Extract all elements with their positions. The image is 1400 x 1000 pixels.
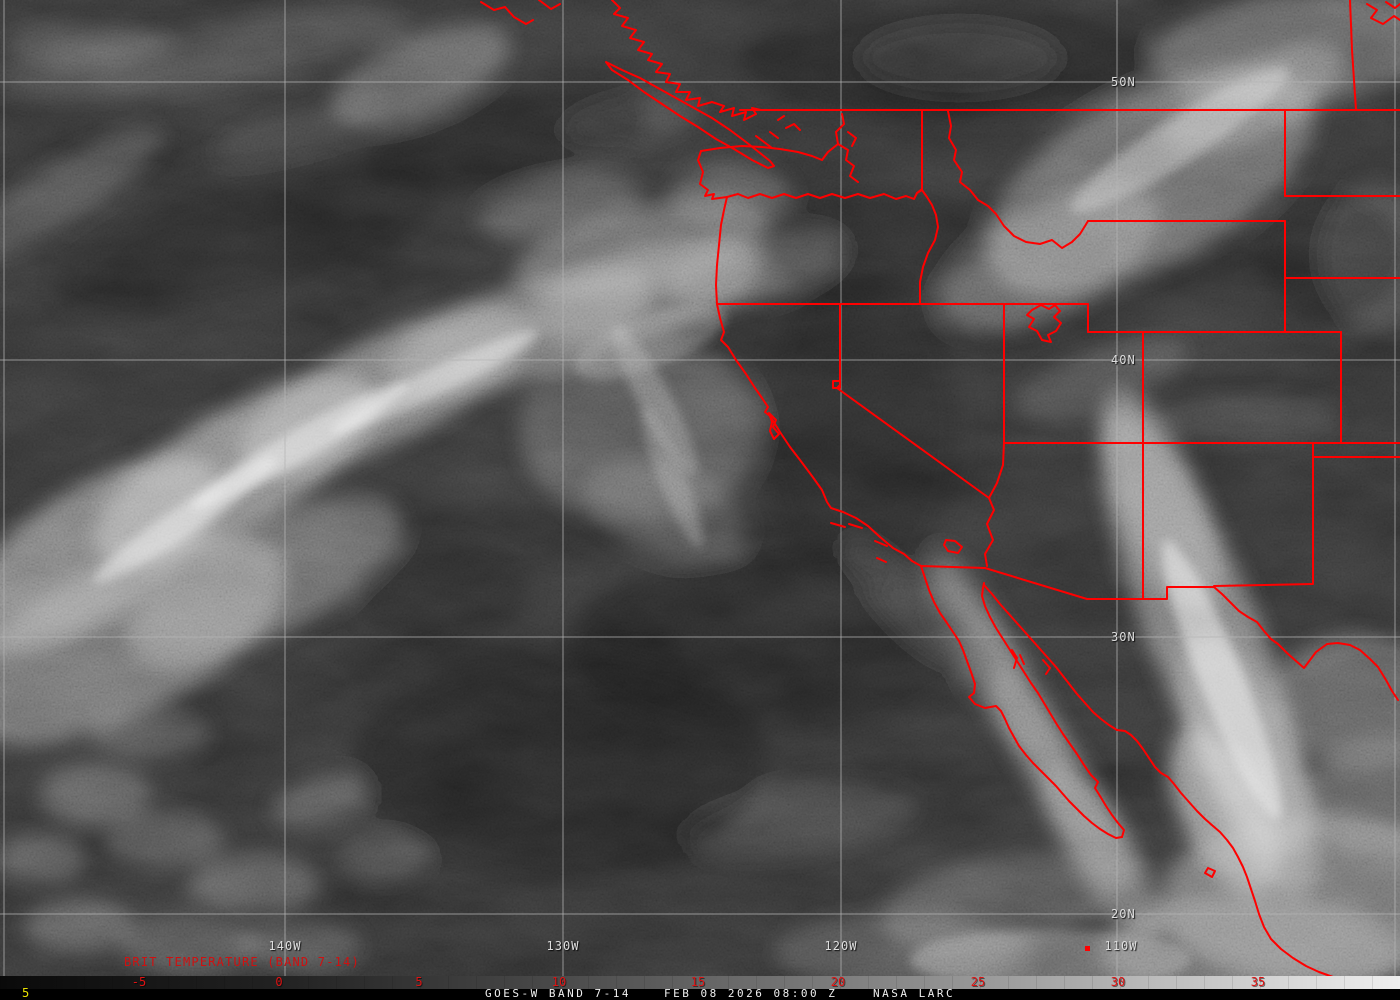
colorbar-tick: 0 [275, 975, 283, 989]
product-label: GOES-W BAND 7-14 [485, 987, 631, 1000]
colorbar-tick: 30 [1110, 975, 1126, 989]
colorbar-tick: 10 [551, 975, 567, 989]
colorbar-tick: 15 [690, 975, 706, 989]
sonora-sinaloa-coast [983, 584, 1346, 982]
lat-label-50n: 50N [1111, 75, 1136, 89]
source-label: NASA LARC [873, 987, 956, 1000]
baja-west-coast [920, 565, 1123, 839]
colorbar-tick: -5 [131, 975, 147, 989]
colorbar-tick: 5 [415, 975, 423, 989]
lat-label-20n: 20N [1111, 907, 1136, 921]
sk-mb-border [1349, 0, 1357, 111]
colorbar-tick: 35 [1250, 975, 1266, 989]
footer-bar [0, 989, 1400, 1000]
lon-label-110w: 110W [1104, 939, 1138, 953]
gulf-of-california-islands [1011, 649, 1051, 675]
bc-coast [611, 0, 762, 121]
bc-offshore-islands [480, 0, 561, 25]
gulf-islands [755, 115, 801, 149]
nv-az-river-border [988, 442, 1005, 499]
ca-nv-border [836, 303, 995, 567]
red-marker-icon [1085, 946, 1090, 951]
timestamp-label: FEB 08 2026 08:00 Z [664, 987, 838, 1000]
puget-sound [837, 131, 859, 183]
scale-note: 5 [22, 986, 30, 1000]
islas-marias [1204, 867, 1216, 878]
id-mt-border [947, 110, 1089, 249]
colorbar-tick: 20 [830, 975, 846, 989]
lat-label-30n: 30N [1111, 630, 1136, 644]
san-francisco-bay [768, 412, 780, 440]
manitoba-lakes [1366, 1, 1400, 25]
lat-label-40n: 40N [1111, 353, 1136, 367]
juan-de-fuca-shore [700, 113, 845, 161]
lon-label-140w: 140W [268, 939, 302, 953]
oregon-coast [715, 196, 728, 305]
vancouver-island [605, 61, 775, 169]
washington-coast [697, 150, 728, 200]
temperature-colorbar [0, 976, 1400, 989]
rio-grande-border [1213, 586, 1399, 701]
lake-tahoe [832, 380, 841, 389]
columbia-river-wa-or-border [726, 189, 923, 200]
lon-label-120w: 120W [824, 939, 858, 953]
channel-islands [830, 522, 888, 563]
lon-label-130w: 130W [546, 939, 580, 953]
us-mexico-border [920, 565, 1215, 600]
nm-s-border [1213, 583, 1314, 587]
or-id-snake-border [919, 189, 939, 305]
baja-gulf-coast [981, 582, 1125, 838]
great-salt-lake [1026, 304, 1062, 343]
salton-sea [943, 539, 963, 554]
map-caption: BRIT TEMPERATURE (BAND 7-14) [124, 955, 360, 969]
colorbar-tick: 25 [970, 975, 986, 989]
wa-id-border [916, 110, 923, 194]
california-coast [716, 303, 922, 567]
